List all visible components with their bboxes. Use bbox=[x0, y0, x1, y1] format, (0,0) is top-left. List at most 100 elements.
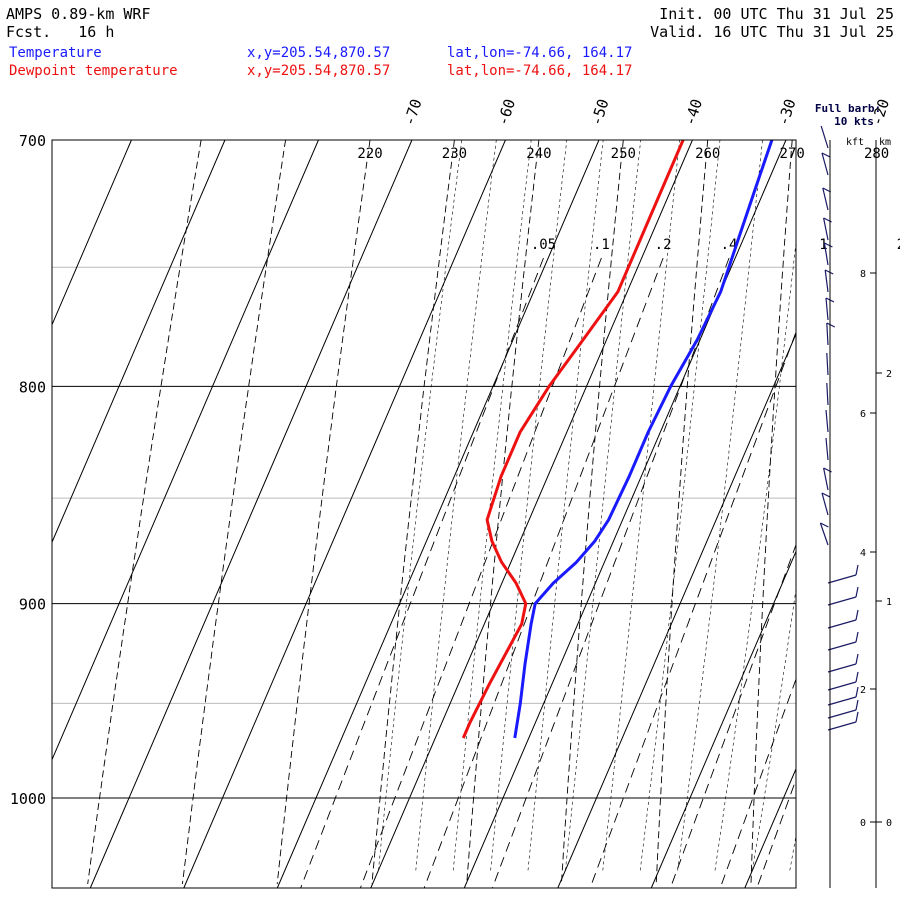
wind-barb bbox=[824, 269, 829, 293]
model-title: AMPS 0.89-km WRF bbox=[6, 5, 151, 23]
dry-adiabat-label: 240 bbox=[526, 146, 551, 162]
mixing-ratio-line bbox=[423, 257, 664, 888]
wind-barb-flag bbox=[821, 152, 831, 158]
wind-barb bbox=[827, 619, 857, 629]
kft-label: kft bbox=[846, 137, 864, 148]
mixing-ratio-line bbox=[719, 677, 796, 888]
background-lines bbox=[52, 140, 900, 888]
wind-barb-flag bbox=[855, 631, 859, 643]
kft-tick-label: 4 bbox=[860, 548, 866, 559]
dry-adiabat-label: 280 bbox=[864, 146, 889, 162]
km-tick-label: 1 bbox=[886, 597, 892, 608]
moist-adiabat-line bbox=[527, 140, 604, 871]
wind-barb bbox=[827, 574, 857, 584]
dewpoint-temperature-profile bbox=[461, 140, 685, 739]
forecast-line: Fcst. 16 h bbox=[6, 23, 114, 41]
dry-adiabat-line bbox=[655, 140, 709, 885]
profile-lines bbox=[461, 140, 774, 739]
wind-barb bbox=[827, 596, 857, 606]
mixing-ratio-label: .2 bbox=[655, 237, 672, 253]
wind-barb bbox=[826, 382, 829, 406]
kft-tick-label: 8 bbox=[860, 269, 866, 280]
wind-barb bbox=[822, 187, 829, 211]
pressure-tick-label: 800 bbox=[19, 378, 46, 396]
barb-legend-line1: Full barb: bbox=[815, 102, 881, 115]
isotherm-line bbox=[650, 550, 796, 888]
moist-adiabat-line bbox=[865, 140, 900, 870]
kft-tick-label: 0 bbox=[860, 818, 866, 829]
km-tick-label: 2 bbox=[886, 369, 892, 380]
isotherm-line bbox=[463, 140, 787, 888]
mixing-ratio-label: .05 bbox=[531, 237, 556, 253]
wind-barbs bbox=[819, 125, 859, 731]
dry-adiabat-line bbox=[87, 140, 202, 885]
forecast-label: Fcst. bbox=[6, 23, 52, 41]
temperature-tick-label: -50 bbox=[587, 97, 612, 128]
height-ticks: 0 2 4 6 8 0 1 2 bbox=[860, 269, 892, 829]
dry-adiabat-line bbox=[466, 140, 540, 885]
wind-barb bbox=[826, 322, 829, 346]
temperature-tick-label: -60 bbox=[494, 97, 519, 128]
wind-barb bbox=[827, 663, 857, 673]
wind-barb bbox=[823, 242, 829, 266]
wind-barb bbox=[823, 217, 829, 241]
kft-tick-label: 2 bbox=[860, 685, 866, 696]
wind-barb bbox=[827, 721, 857, 731]
mixing-ratio-label: 1 bbox=[819, 237, 827, 253]
mixing-ratio-label: .1 bbox=[593, 237, 610, 253]
wind-barb bbox=[827, 681, 857, 691]
wind-barb bbox=[825, 297, 829, 321]
wind-barb-flag bbox=[855, 671, 859, 683]
inner-labels: 220230240250260270280290300.05.1.2.41234… bbox=[357, 146, 900, 253]
isotherm-line bbox=[89, 140, 413, 888]
wind-barb-flag bbox=[855, 699, 859, 711]
valid-time: Valid. 16 UTC Thu 31 Jul 25 bbox=[650, 23, 894, 41]
init-time: Init. 00 UTC Thu 31 Jul 25 bbox=[659, 5, 894, 23]
mixing-ratio-label: .4 bbox=[721, 237, 738, 253]
dry-adiabat-label: 230 bbox=[442, 146, 467, 162]
legend-temperature-latlon: lat,lon=-74.66, 164.17 bbox=[447, 45, 633, 61]
mixing-ratio-line bbox=[756, 778, 796, 888]
mixing-ratio-line bbox=[359, 257, 602, 888]
temperature-tick-label: -30 bbox=[774, 97, 799, 128]
dry-adiabat-label: 260 bbox=[695, 146, 720, 162]
moist-adiabat-line bbox=[789, 834, 796, 871]
moist-adiabat-line bbox=[452, 140, 532, 871]
isotherm-line bbox=[276, 140, 600, 888]
dry-adiabat-label: 250 bbox=[611, 146, 636, 162]
moist-adiabat-line bbox=[490, 140, 568, 871]
wind-barb-flag bbox=[855, 686, 859, 698]
legend-dewpoint-xy: x,y=205.54,870.57 bbox=[247, 63, 391, 79]
dry-adiabat-label: 220 bbox=[357, 146, 382, 162]
dry-adiabat-line bbox=[276, 140, 371, 885]
mixing-ratio-line bbox=[491, 257, 730, 888]
mixing-ratio-line bbox=[300, 257, 544, 888]
pressure-tick-label: 900 bbox=[19, 596, 46, 614]
isotherm-line bbox=[183, 140, 506, 888]
mixing-ratio-line bbox=[810, 258, 900, 888]
mixing-ratio-label: 2 bbox=[897, 237, 900, 253]
barb-legend-line2: 10 kts bbox=[834, 115, 874, 128]
pressure-tick-label: 1000 bbox=[10, 790, 46, 808]
dry-adiabat-label: 270 bbox=[780, 146, 805, 162]
wind-barb-flag bbox=[822, 187, 832, 193]
wind-barb bbox=[825, 437, 829, 461]
wind-barb bbox=[819, 522, 829, 546]
kft-tick-label: 6 bbox=[860, 409, 866, 420]
moist-adiabat-line bbox=[415, 140, 497, 871]
forecast-hours: 16 h bbox=[78, 23, 115, 41]
wind-barb bbox=[826, 352, 829, 376]
temperature-tick-label: -40 bbox=[681, 97, 706, 128]
wind-barb-flag bbox=[855, 586, 859, 598]
isotherm-line bbox=[52, 140, 132, 327]
wind-barb bbox=[823, 467, 829, 491]
wind-barb-flag bbox=[824, 269, 834, 275]
mixing-ratio-line bbox=[589, 330, 796, 888]
wind-barb bbox=[827, 696, 857, 706]
legend-temperature-name: Temperature bbox=[9, 45, 102, 61]
wind-barb bbox=[821, 152, 829, 176]
moist-adiabat-line bbox=[677, 140, 763, 871]
temperature-profile bbox=[513, 140, 774, 739]
